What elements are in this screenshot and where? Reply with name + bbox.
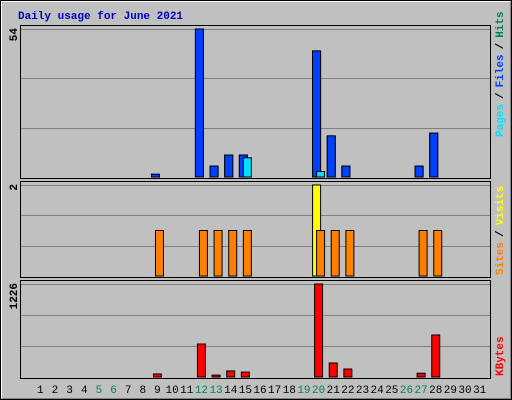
x-tick-label: 21: [327, 385, 341, 397]
bar: [198, 230, 208, 277]
x-tick-label: 12: [195, 385, 208, 397]
x-tick-label: 14: [224, 385, 238, 397]
y-tick-label: 1226: [9, 283, 21, 309]
bar: [209, 165, 219, 178]
bar: [431, 334, 441, 378]
x-tick-label: 2: [52, 385, 59, 397]
x-tick-label: 26: [400, 385, 413, 397]
bar: [242, 157, 252, 178]
x-tick-label: 15: [239, 385, 252, 397]
bar: [150, 173, 160, 178]
bar: [343, 368, 353, 378]
x-tick-label: 4: [81, 385, 88, 397]
x-tick-label: 1: [37, 385, 44, 397]
bar: [345, 230, 355, 277]
bar: [316, 230, 326, 277]
y-tick-label: 2: [9, 184, 21, 191]
x-tick-label: 9: [154, 385, 161, 397]
x-tick-label: 25: [385, 385, 398, 397]
x-tick-label: 22: [341, 385, 354, 397]
x-tick-label: 13: [209, 385, 222, 397]
bar: [228, 230, 238, 277]
bar: [154, 230, 164, 277]
x-tick-label: 3: [66, 385, 73, 397]
panel: [20, 181, 491, 278]
x-tick-label: 8: [140, 385, 147, 397]
panel: [20, 280, 491, 379]
x-tick-label: 24: [371, 385, 385, 397]
bar: [240, 371, 250, 378]
bar: [433, 230, 443, 277]
legend: Pages / Files / Hits: [495, 11, 507, 137]
legend-entry: Pages: [495, 104, 507, 137]
bar: [316, 171, 326, 178]
bar: [328, 362, 338, 378]
bar: [418, 230, 428, 277]
legend-entry: KBytes: [495, 336, 507, 376]
bar: [326, 135, 336, 178]
bar: [314, 283, 324, 378]
x-tick-label: 30: [458, 385, 471, 397]
bar: [414, 165, 424, 178]
bar: [416, 372, 426, 378]
bar: [213, 230, 223, 277]
legend-separator: /: [495, 230, 507, 237]
bar: [224, 154, 234, 178]
x-tick-label: 6: [110, 385, 117, 397]
legend-entry: Sites: [495, 242, 507, 275]
bar: [226, 370, 236, 378]
x-tick-label: 18: [283, 385, 296, 397]
bar: [429, 132, 439, 178]
x-tick-label: 10: [166, 385, 179, 397]
legend-separator: /: [495, 92, 507, 99]
bar: [312, 50, 322, 178]
bar: [330, 230, 340, 277]
x-tick-label: 31: [473, 385, 487, 397]
x-tick-label: 19: [297, 385, 310, 397]
x-tick-label: 20: [312, 385, 325, 397]
y-tick-label: 54: [9, 28, 21, 42]
legend: KBytes: [495, 336, 507, 376]
x-tick-label: 5: [96, 385, 103, 397]
bar: [196, 343, 206, 378]
legend-separator: /: [495, 42, 507, 49]
x-tick-label: 27: [414, 385, 427, 397]
bar: [341, 165, 351, 178]
legend: Sites / Visits: [495, 186, 507, 275]
chart-title: Daily usage for June 2021: [18, 11, 183, 23]
x-tick-label: 7: [125, 385, 132, 397]
panel: [20, 25, 491, 179]
x-tick-label: 28: [429, 385, 442, 397]
bar: [211, 374, 221, 378]
bar: [194, 28, 204, 178]
x-tick-label: 17: [268, 385, 281, 397]
legend-entry: Hits: [495, 11, 507, 37]
x-tick-label: 23: [356, 385, 369, 397]
bar: [242, 230, 252, 277]
x-tick-label: 11: [180, 385, 194, 397]
legend-entry: Visits: [495, 186, 507, 226]
bar: [152, 373, 162, 378]
x-tick-label: 29: [444, 385, 457, 397]
x-tick-label: 16: [253, 385, 266, 397]
legend-entry: Files: [495, 54, 507, 87]
